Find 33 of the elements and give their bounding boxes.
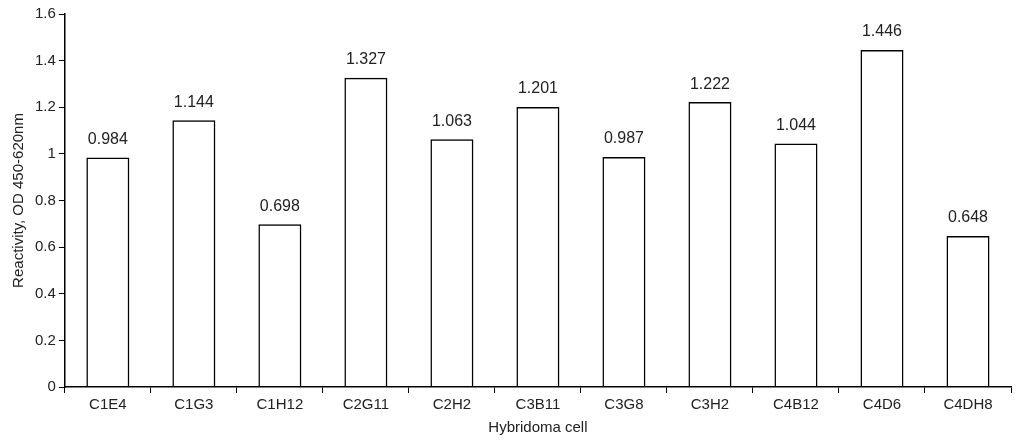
x-tick-label: C3H2 xyxy=(690,395,730,413)
y-tick-label: 1.4 xyxy=(34,50,56,68)
y-tick-label: 0.2 xyxy=(34,330,56,348)
data-label: 1.201 xyxy=(517,79,559,97)
x-tick-label: C4DH8 xyxy=(943,395,993,413)
x-axis-title: Hybridoma cell xyxy=(488,418,588,436)
data-label: 0.648 xyxy=(947,208,989,226)
x-tick-label: C2G11 xyxy=(342,395,390,413)
y-tick-label: 0 xyxy=(47,377,56,395)
y-tick-label: 1.2 xyxy=(34,97,56,115)
data-label: 1.044 xyxy=(775,116,817,134)
y-axis-title: Reactivity, OD 450-620nm xyxy=(9,113,27,288)
data-label: 1.222 xyxy=(689,74,731,92)
data-label: 0.984 xyxy=(87,130,128,148)
x-tick-label: C1E4 xyxy=(89,395,127,413)
y-tick-label: 0.8 xyxy=(34,190,56,208)
x-tick-label: C2H2 xyxy=(432,395,472,413)
data-label: 0.987 xyxy=(603,129,645,147)
y-tick-label: 0.4 xyxy=(34,283,56,301)
x-tick-label: C1G3 xyxy=(174,395,214,413)
data-label: 1.144 xyxy=(173,92,214,110)
data-label: 1.446 xyxy=(861,22,903,40)
x-tick-label: C4B12 xyxy=(773,395,819,413)
y-tick-label: 1 xyxy=(47,144,56,162)
data-label: 0.698 xyxy=(259,196,300,214)
y-tick-label: 0.6 xyxy=(34,237,56,255)
x-tick-label: C3B11 xyxy=(515,395,561,413)
x-tick-label: C1H12 xyxy=(256,395,304,413)
data-label: 1.327 xyxy=(345,50,387,68)
x-tick-label: C3G8 xyxy=(604,395,644,413)
data-label: 1.063 xyxy=(431,111,473,129)
x-tick-label: C4D6 xyxy=(862,395,902,413)
y-tick-label: 1.6 xyxy=(34,4,56,22)
